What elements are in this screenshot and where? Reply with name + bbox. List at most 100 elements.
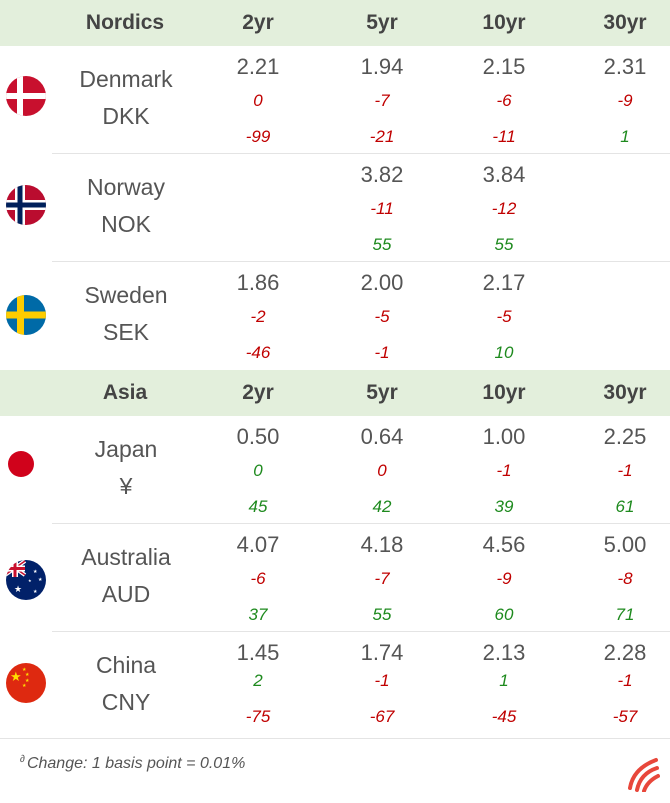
yield-value: 2.28: [603, 640, 647, 665]
currency-code: ¥: [119, 473, 133, 499]
change-value: 1: [620, 127, 630, 146]
table-row-australia: ★ ★ ★ ★ ★ Australia AUD 4.07 4.18 4.56 5…: [0, 524, 670, 632]
svg-text:★: ★: [22, 683, 27, 689]
currency-code: SEK: [102, 319, 150, 345]
svg-text:★: ★: [33, 569, 38, 575]
svg-text:★: ★: [25, 678, 30, 684]
svg-text:★: ★: [38, 577, 43, 583]
yield-value: 4.07: [236, 532, 280, 557]
country-name: Sweden: [84, 282, 168, 308]
australia-flag-icon: ★ ★ ★ ★ ★: [6, 560, 46, 600]
change-value: -1: [617, 461, 633, 480]
yield-value: 1.00: [482, 424, 526, 449]
table-row-denmark: Denmark DKK 2.21 1.94 2.15 2.31 0 -7 -6 …: [0, 46, 670, 154]
currency-code: AUD: [101, 581, 151, 607]
change-value: -11: [370, 199, 394, 218]
change-value: -7: [374, 569, 390, 588]
yield-value: 4.18: [360, 532, 404, 557]
footnote-marker: ∂: [20, 754, 25, 765]
row-divider: [52, 631, 670, 632]
footnote-text: Change: 1 basis point = 0.01%: [26, 755, 246, 772]
change-value: 2: [253, 671, 263, 690]
yield-value: 2.15: [482, 54, 526, 79]
section-header-asia: Asia 2yr 5yr 10yr 30yr: [0, 370, 670, 416]
svg-text:★: ★: [14, 585, 22, 595]
yield-value: 1.86: [236, 270, 280, 295]
svg-text:★: ★: [10, 670, 22, 685]
yield-value: 1.74: [360, 640, 404, 665]
change-value: -6: [496, 91, 512, 110]
table-bottom-divider: [0, 738, 670, 739]
table-row-norway: Norway NOK 3.82 3.84 -11 -12 55 55: [0, 154, 670, 262]
row-divider: [52, 153, 670, 154]
change-value: -2: [250, 307, 266, 326]
change-value: 71: [615, 605, 635, 624]
norway-flag-icon: [6, 185, 46, 225]
svg-text:★: ★: [28, 578, 32, 583]
change-value: -8: [617, 569, 633, 588]
column-header-5yr: 5yr: [366, 381, 398, 404]
country-name: Denmark: [79, 66, 173, 92]
sweden-flag-icon: [6, 295, 46, 335]
table-row-japan: Japan ¥ 0.50 0.64 1.00 2.25 0 0 -1 -1 45…: [0, 416, 670, 524]
china-flag-icon: ★ ★ ★ ★ ★: [6, 663, 46, 703]
footnote: ∂ Change: 1 basis point = 0.01%: [20, 754, 245, 773]
yield-value: 2.21: [236, 54, 280, 79]
yield-value: 0.50: [236, 424, 280, 449]
yield-value: 4.56: [482, 532, 526, 557]
section-title: Nordics: [85, 11, 165, 34]
country-name: Norway: [87, 174, 165, 200]
column-header-30yr: 30yr: [603, 11, 647, 34]
change-value: -67: [369, 707, 395, 726]
yield-value: 1.94: [360, 54, 404, 79]
column-header-2yr: 2yr: [242, 11, 274, 34]
currency-code: CNY: [101, 689, 151, 715]
change-value: 55: [372, 605, 392, 624]
change-value: 42: [372, 497, 392, 516]
change-value: 1: [499, 671, 509, 690]
yield-value: 0.64: [360, 424, 404, 449]
change-value: 0: [377, 461, 387, 480]
row-divider: [52, 261, 670, 262]
country-name: China: [95, 652, 157, 678]
yield-value: 2.17: [482, 270, 526, 295]
change-value: -1: [374, 671, 390, 690]
yield-value: 3.82: [360, 162, 404, 187]
svg-text:★: ★: [33, 589, 38, 595]
change-value: -5: [496, 307, 512, 326]
change-value: -1: [617, 671, 633, 690]
svg-text:★: ★: [25, 672, 30, 678]
change-value: -57: [612, 707, 638, 726]
change-value: -6: [250, 569, 266, 588]
change-value: -21: [369, 127, 395, 146]
change-value: -99: [245, 127, 271, 146]
yield-value: 5.00: [603, 532, 647, 557]
change-value: 55: [494, 235, 514, 254]
change-value: 0: [253, 461, 263, 480]
country-name: Japan: [94, 436, 158, 462]
yield-value: 2.00: [360, 270, 404, 295]
change-value: 45: [248, 497, 268, 516]
yield-value: 2.13: [482, 640, 526, 665]
change-value: -45: [491, 707, 517, 726]
change-value: -75: [245, 707, 271, 726]
change-value: -7: [374, 91, 390, 110]
change-value: -46: [245, 343, 271, 362]
column-header-30yr: 30yr: [603, 381, 647, 404]
yield-value: 2.31: [603, 54, 647, 79]
brand-logo-icon: [628, 758, 660, 792]
column-header-10yr: 10yr: [482, 11, 526, 34]
japan-flag-icon: [8, 451, 34, 477]
yield-value: 3.84: [482, 162, 526, 187]
change-value: -9: [617, 91, 633, 110]
yield-value: 2.25: [603, 424, 647, 449]
change-value: 61: [615, 497, 635, 516]
country-name: Australia: [81, 544, 171, 570]
change-value: -9: [496, 569, 512, 588]
svg-text:★: ★: [22, 667, 27, 673]
section-header-nordics: Nordics 2yr 5yr 10yr 30yr: [0, 0, 670, 46]
currency-code: NOK: [101, 211, 151, 237]
yield-value: 1.45: [236, 640, 280, 665]
column-header-5yr: 5yr: [366, 11, 398, 34]
column-header-2yr: 2yr: [242, 381, 274, 404]
